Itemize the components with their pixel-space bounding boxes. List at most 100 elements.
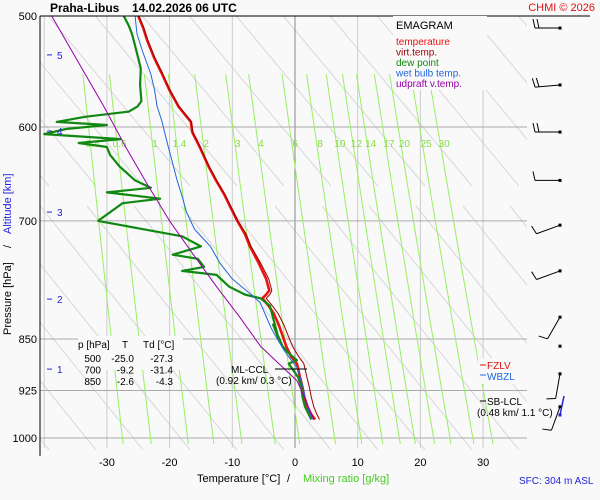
- mixing-ratio-label: 14: [365, 139, 377, 150]
- series-lines: [43, 16, 320, 421]
- legend-entry: wet bulb temp.: [395, 69, 461, 80]
- wind-barb-feather: [532, 122, 536, 133]
- altitude-tick-label: 4: [57, 127, 63, 138]
- x-axis-separator: /: [287, 473, 291, 485]
- table-cell: -25.0: [111, 354, 134, 365]
- legend-entry: dew point: [396, 58, 439, 69]
- sb-lcl-value: (0.48 km/ 1.1 °C): [477, 408, 553, 419]
- adiabat-line: [509, 205, 527, 228]
- table-cell: 700: [84, 366, 101, 377]
- wind-barb-shaft: [536, 270, 561, 280]
- wind-barb-shaft: [536, 224, 561, 235]
- adiabat-line: [470, 16, 527, 84]
- adiabat-line: [133, 205, 332, 450]
- series-wet-bulb-temp: [134, 16, 314, 420]
- wind-barb-feather: [535, 77, 540, 87]
- x-tick-label: 0: [292, 457, 298, 469]
- y-axis-label-group: Pressure [hPa] / Altitude [km]: [2, 173, 14, 335]
- fzlv-label: FZLV: [487, 361, 511, 372]
- mixing-ratio-label: 25: [421, 139, 433, 150]
- wind-barb-feather: [531, 225, 537, 235]
- adiabat-line: [40, 174, 50, 187]
- adiabat-line: [557, 206, 600, 466]
- legend-title: EMAGRAM: [396, 20, 453, 32]
- legend-entry: udpraft v.temp.: [396, 79, 462, 90]
- y-tick-label: 925: [19, 386, 37, 398]
- altitude-tick-label: 1: [57, 365, 63, 376]
- adiabat-line: [235, 16, 379, 187]
- altitude-tick-label: 2: [57, 295, 63, 306]
- table-header: Td [°C]: [143, 340, 174, 351]
- wind-barb-shaft: [547, 316, 561, 340]
- mixing-ratio-label: 17: [383, 139, 395, 150]
- legend-box: [393, 16, 487, 90]
- level-labels-box: [478, 358, 520, 384]
- mixing-ratio-line: [341, 73, 401, 445]
- altitude-tick-label: 5: [57, 51, 63, 62]
- series-temperature: [137, 16, 317, 421]
- adiabat-line: [557, 6, 600, 186]
- adiabat-line: [40, 118, 97, 187]
- table-cell: -4.3: [156, 377, 174, 388]
- mixing-ratio-label: 30: [439, 139, 451, 150]
- surface-wind-segment: [559, 395, 565, 416]
- mixing-ratio-line: [389, 73, 452, 445]
- chart-datetime: 14.02.2026 06 UTC: [132, 1, 237, 15]
- altitude-tick-label: 3: [57, 208, 63, 219]
- wind-barb: [531, 269, 562, 280]
- wind-barbs: [531, 18, 565, 431]
- mixing-ratio-label: 4: [258, 139, 264, 150]
- mixing-ratio-line: [248, 73, 301, 445]
- ml-ccl-value: (0.92 km/ 0.3 °C): [216, 376, 292, 387]
- mixing-ratio-label: 0.6: [113, 139, 127, 150]
- mixing-ratio-line: [325, 73, 384, 445]
- adiabat-line: [282, 16, 426, 187]
- mixing-ratio-line: [428, 73, 494, 445]
- mixing-ratio-label: 8: [317, 139, 323, 150]
- surface-wind-dot: [558, 413, 562, 417]
- adiabat-line: [188, 16, 332, 187]
- wbzl-label: WBZL: [487, 372, 515, 383]
- adiabat-line: [274, 205, 473, 450]
- x-tick-label: -10: [224, 457, 240, 469]
- adiabat-line: [415, 205, 527, 345]
- x-tick-label: 30: [477, 457, 489, 469]
- x-tick-label: 20: [414, 457, 426, 469]
- y-tick-label: 850: [19, 334, 37, 346]
- adiabat-line: [180, 205, 379, 450]
- wind-barb-feather: [532, 18, 536, 29]
- y-tick-label: 700: [19, 216, 37, 228]
- legend-entry: temperature: [396, 37, 450, 48]
- table-cell: -31.4: [150, 366, 173, 377]
- mixing-ratio-label: 20: [399, 139, 411, 150]
- wind-barb-feather: [531, 78, 536, 88]
- mixing-ratio-line: [281, 73, 336, 445]
- mixing-ratio-line: [82, 73, 124, 445]
- mixing-ratio-line: [355, 73, 416, 445]
- mixing-ratio-label: 12: [351, 139, 363, 150]
- wind-barb: [532, 122, 562, 134]
- series-dew-point: [43, 16, 313, 420]
- x-tick-label: -30: [99, 457, 115, 469]
- sb-lcl-label: SB-LCL: [487, 397, 522, 408]
- x-tick-label: -20: [162, 457, 178, 469]
- wind-barb: [532, 18, 562, 30]
- wind-barb: [531, 77, 562, 88]
- mixing-ratio-label: 3: [235, 139, 241, 150]
- wind-barb: [532, 171, 562, 182]
- chart-title: Praha-Libus: [50, 1, 120, 15]
- mixing-ratio-line: [306, 73, 363, 445]
- series-udpraft-v-temp: [51, 16, 315, 420]
- mixing-ratio-label: 1: [152, 139, 158, 150]
- table-cell: -9.2: [117, 366, 135, 377]
- table-cell: -2.6: [117, 377, 135, 388]
- wind-barb: [542, 405, 562, 431]
- adiabat-line: [227, 205, 426, 450]
- wind-barb-feather: [532, 171, 536, 181]
- legend-entry: virt.temp.: [396, 48, 437, 59]
- levels-table: p [hPa] T Td [°C] 500 -25.0 -27.3 700 -9.2 -31.4…: [78, 340, 174, 388]
- y-axis-label-altitude: Altitude [km]: [2, 173, 14, 234]
